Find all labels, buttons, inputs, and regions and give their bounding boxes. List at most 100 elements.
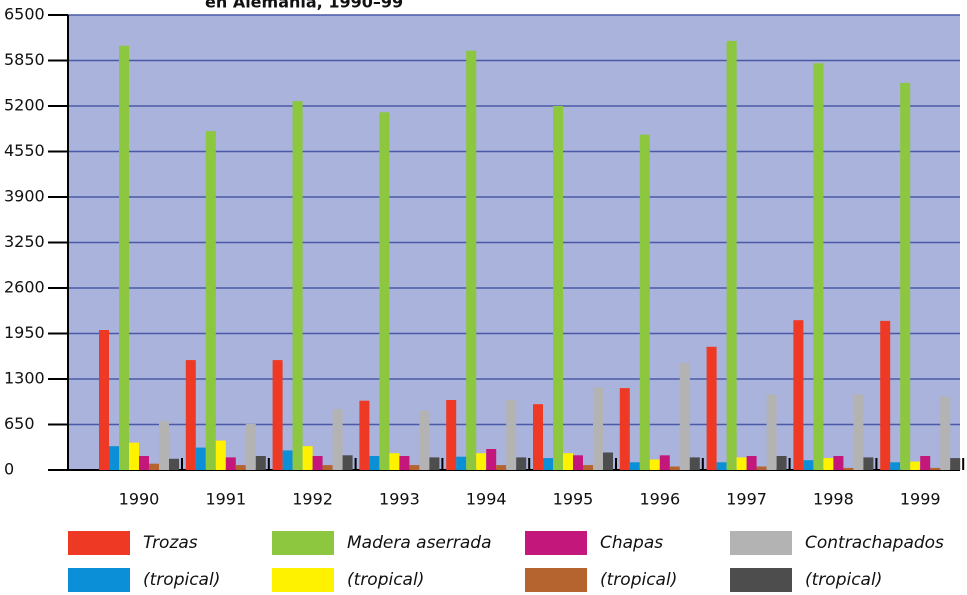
bar	[823, 458, 834, 470]
bar	[446, 400, 457, 470]
y-tick-label: 1300	[4, 369, 45, 388]
bar	[359, 400, 370, 470]
bar	[506, 400, 517, 470]
bar	[456, 456, 467, 470]
bar	[950, 458, 961, 470]
y-tick-label: 2600	[4, 278, 45, 297]
bar	[843, 467, 854, 470]
legend-label: (tropical)	[347, 570, 424, 590]
bar	[322, 465, 333, 470]
bar	[689, 457, 700, 470]
bar	[679, 362, 690, 470]
bar	[756, 466, 767, 470]
legend-label: (tropical)	[143, 570, 220, 590]
chart-title: en Alemania, 1990–99	[205, 0, 403, 12]
y-tick-label: 6500	[4, 5, 45, 24]
bar	[195, 447, 206, 470]
bar	[833, 456, 844, 470]
legend-label: Chapas	[600, 533, 663, 553]
x-tick-label: 1997	[726, 490, 767, 509]
bar	[119, 45, 129, 471]
bar	[603, 452, 613, 470]
x-tick-label: 1990	[119, 490, 160, 509]
bar	[629, 462, 640, 470]
y-tick-label: 0	[4, 460, 14, 479]
bar	[766, 394, 777, 470]
bar	[399, 456, 410, 470]
bar	[900, 82, 911, 471]
legend-swatch	[68, 568, 130, 592]
bar	[619, 388, 630, 470]
bar	[516, 457, 527, 470]
bar	[583, 465, 593, 470]
bar	[669, 466, 680, 470]
x-tick-label: 1991	[205, 490, 246, 509]
bar	[292, 101, 303, 470]
bar	[99, 330, 109, 470]
legend-label: (tropical)	[805, 570, 882, 590]
bar	[149, 463, 159, 470]
bar	[543, 458, 553, 470]
bar	[486, 449, 497, 470]
bar	[159, 421, 169, 470]
bar	[245, 423, 256, 470]
bar	[649, 459, 660, 470]
bar	[706, 346, 717, 470]
legend-label: Contrachapados	[805, 533, 944, 553]
bar	[793, 320, 804, 470]
bar	[496, 465, 507, 470]
x-tick-label: 1999	[900, 490, 941, 509]
bar	[920, 456, 931, 470]
legend-label: (tropical)	[600, 570, 677, 590]
y-tick-label: 5200	[4, 96, 45, 115]
bar	[429, 457, 440, 470]
bar	[369, 456, 380, 470]
legend-swatch	[68, 531, 130, 555]
bar	[803, 460, 814, 470]
legend-swatch	[730, 531, 792, 555]
bar	[302, 446, 313, 470]
bar	[813, 63, 824, 471]
legend-swatch	[525, 568, 587, 592]
bar	[573, 455, 583, 470]
bar	[930, 467, 941, 470]
bar	[910, 461, 921, 470]
legend-swatch	[525, 531, 587, 555]
legend-label: Trozas	[143, 533, 198, 553]
bar	[476, 453, 487, 470]
x-tick-label: 1998	[813, 490, 854, 509]
bar	[553, 106, 563, 470]
y-tick-label: 3900	[4, 187, 45, 206]
bar	[139, 456, 149, 470]
bar	[272, 360, 283, 470]
bar	[129, 442, 139, 470]
bar	[409, 465, 420, 470]
bar	[726, 40, 737, 471]
bar	[940, 396, 951, 470]
bar	[863, 457, 874, 470]
bar	[746, 456, 757, 470]
bar	[215, 440, 226, 470]
bar	[890, 462, 901, 470]
y-tick-label: 1950	[4, 323, 45, 342]
bar	[225, 457, 236, 470]
x-tick-label: 1993	[379, 490, 420, 509]
bar	[205, 131, 216, 470]
bar	[342, 455, 353, 470]
x-tick-label: 1994	[466, 490, 507, 509]
bar	[853, 394, 864, 470]
y-tick-label: 5850	[4, 50, 45, 69]
bar	[659, 455, 670, 470]
bar	[235, 465, 246, 470]
bar	[419, 410, 430, 470]
bar	[389, 453, 400, 470]
bar	[379, 112, 390, 471]
legend-label: Madera aserrada	[347, 533, 491, 553]
bar	[109, 446, 119, 470]
bar	[880, 320, 891, 470]
bar	[312, 456, 323, 470]
y-tick-label: 3250	[4, 232, 45, 251]
y-tick-label: 4550	[4, 141, 45, 160]
legend-swatch	[730, 568, 792, 592]
